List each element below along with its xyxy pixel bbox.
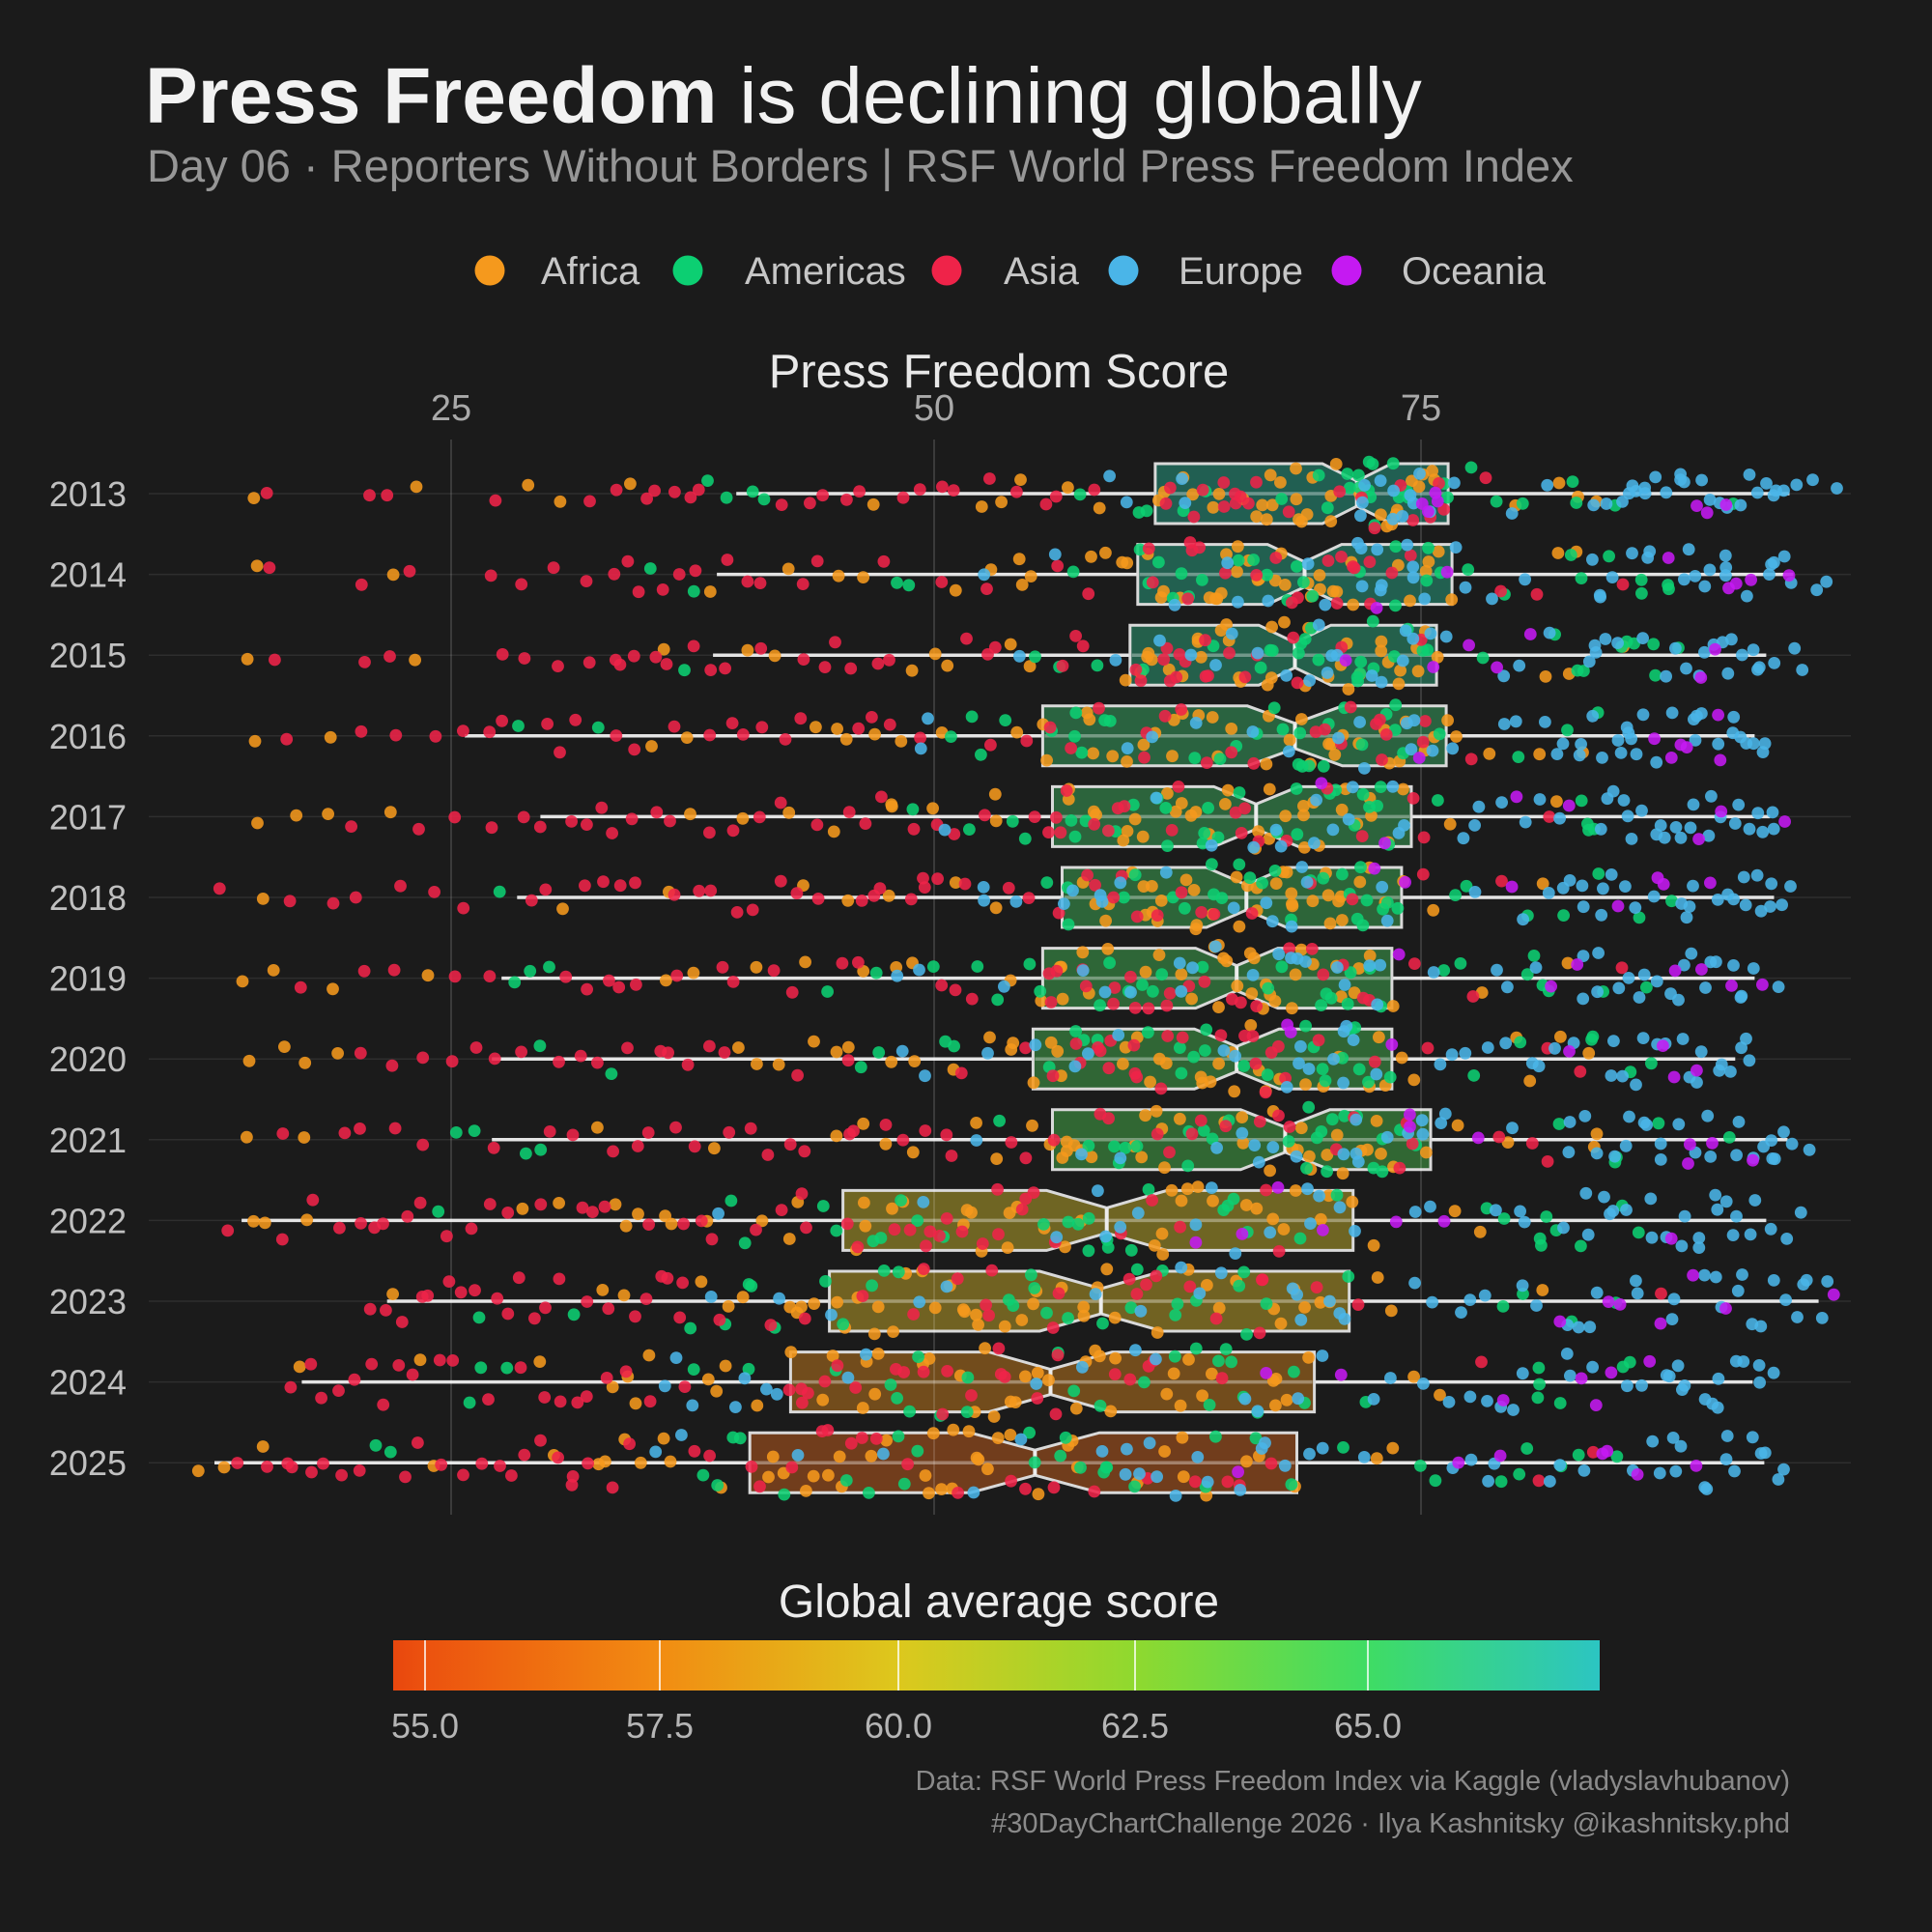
svg-text:Americas: Americas xyxy=(745,250,906,293)
svg-text:Oceania: Oceania xyxy=(1402,250,1547,293)
svg-text:Asia: Asia xyxy=(1004,250,1080,293)
svg-text:Global average score: Global average score xyxy=(779,1577,1219,1628)
svg-text:Africa: Africa xyxy=(541,250,640,293)
svg-text:Day 06 · Reporters Without Bor: Day 06 · Reporters Without Borders | RSF… xyxy=(147,140,1574,191)
svg-text:75: 75 xyxy=(1401,388,1441,429)
svg-text:2025: 2025 xyxy=(49,1443,127,1483)
svg-text:55.0: 55.0 xyxy=(391,1706,459,1746)
svg-text:60.0: 60.0 xyxy=(865,1706,932,1746)
svg-text:50: 50 xyxy=(914,388,954,429)
svg-text:2023: 2023 xyxy=(49,1282,127,1321)
svg-text:2020: 2020 xyxy=(49,1039,127,1079)
svg-text:2024: 2024 xyxy=(49,1363,127,1403)
svg-text:Press Freedom Score: Press Freedom Score xyxy=(769,346,1230,398)
svg-text:57.5: 57.5 xyxy=(626,1706,694,1746)
svg-text:65.0: 65.0 xyxy=(1334,1706,1402,1746)
svg-text:2021: 2021 xyxy=(49,1121,127,1160)
svg-text:2022: 2022 xyxy=(49,1201,127,1240)
svg-text:62.5: 62.5 xyxy=(1101,1706,1169,1746)
svg-text:2015: 2015 xyxy=(49,636,127,675)
svg-text:#30DayChartChallenge 2026 · Il: #30DayChartChallenge 2026 · Ilya Kashnit… xyxy=(991,1808,1790,1839)
svg-text:2013: 2013 xyxy=(49,474,127,514)
svg-text:25: 25 xyxy=(431,388,471,429)
svg-text:Europe: Europe xyxy=(1179,250,1303,293)
svg-text:2019: 2019 xyxy=(49,959,127,999)
svg-text:Press Freedom is declining glo: Press Freedom is declining globally xyxy=(145,52,1422,140)
svg-text:Data: RSF World Press Freedom: Data: RSF World Press Freedom Index via … xyxy=(916,1766,1790,1797)
svg-text:2016: 2016 xyxy=(49,717,127,756)
svg-text:2017: 2017 xyxy=(49,797,127,837)
svg-text:2018: 2018 xyxy=(49,878,127,918)
svg-text:2014: 2014 xyxy=(49,555,127,595)
